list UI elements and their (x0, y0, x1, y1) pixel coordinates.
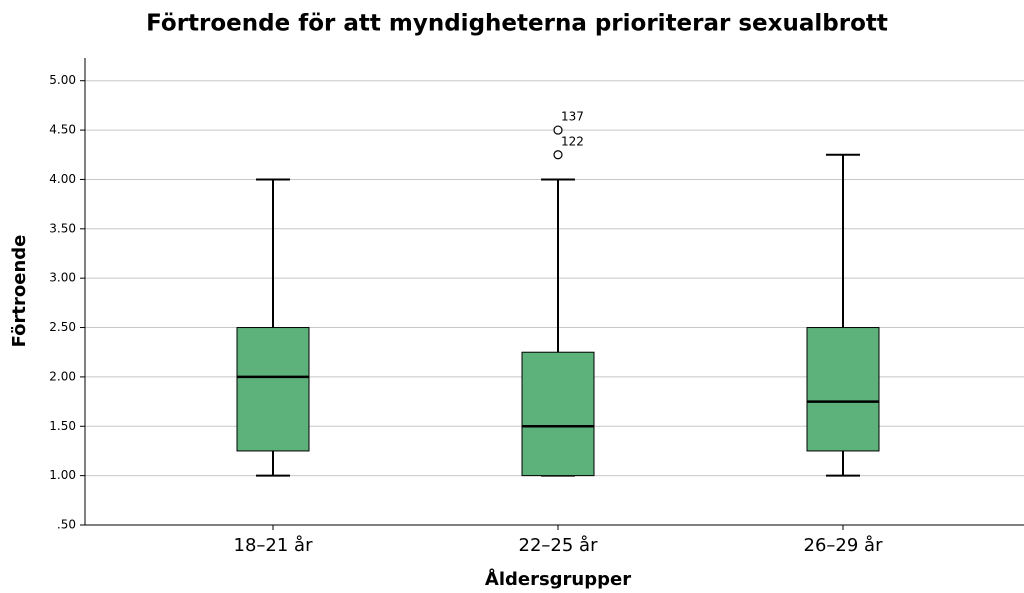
y-tick-label: 4.00 (49, 172, 76, 186)
x-tick-label: 26–29 år (804, 535, 884, 556)
outlier (553, 125, 563, 135)
x-tick-label: 22–25 år (519, 535, 599, 556)
y-tick-label: 3.50 (49, 221, 76, 235)
y-tick-label: 2.00 (49, 369, 76, 383)
x-axis-title: Åldersgrupper (485, 567, 631, 590)
outlier-label: 122 (561, 134, 584, 148)
y-axis-title: Förtroende (9, 235, 30, 348)
outlier (553, 150, 563, 160)
y-tick-label: 3.00 (49, 271, 76, 285)
y-tick-label: 2.50 (49, 320, 76, 334)
x-tick-label: 18–21 år (234, 535, 314, 556)
box (806, 327, 880, 452)
box (236, 327, 310, 452)
y-tick-label: .50 (57, 518, 76, 532)
outlier-label: 137 (561, 110, 584, 124)
y-tick-label: 4.50 (49, 123, 76, 137)
y-tick-label: 1.00 (49, 468, 76, 482)
y-tick-label: 1.50 (49, 419, 76, 433)
y-tick-label: 5.00 (49, 73, 76, 87)
box (521, 351, 595, 477)
chart-title: Förtroende för att myndigheterna priorit… (146, 11, 888, 37)
